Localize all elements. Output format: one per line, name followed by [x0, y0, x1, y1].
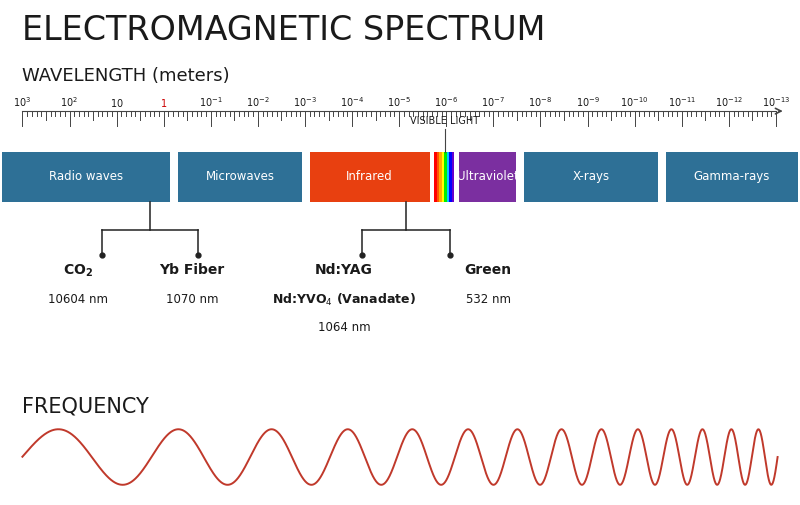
- Bar: [439, 152, 442, 202]
- Text: WAVELENGTH (meters): WAVELENGTH (meters): [22, 67, 230, 85]
- Text: 10604 nm: 10604 nm: [49, 293, 109, 306]
- Text: $10^{-7}$: $10^{-7}$: [482, 95, 506, 109]
- Bar: [452, 152, 454, 202]
- Text: $10^{-6}$: $10^{-6}$: [434, 95, 458, 109]
- Text: Microwaves: Microwaves: [206, 170, 274, 183]
- Text: Nd:YVO$_4$ (Vanadate): Nd:YVO$_4$ (Vanadate): [272, 292, 416, 308]
- Bar: [524, 152, 658, 202]
- Bar: [447, 152, 450, 202]
- Text: VISIBLE LIGHT: VISIBLE LIGHT: [410, 116, 479, 126]
- Text: Nd:YAG: Nd:YAG: [315, 263, 373, 277]
- Text: $10^{-2}$: $10^{-2}$: [246, 95, 270, 109]
- Bar: [2, 152, 170, 202]
- Bar: [445, 152, 447, 202]
- Bar: [310, 152, 430, 202]
- Text: Radio waves: Radio waves: [49, 170, 123, 183]
- Text: $10^{-9}$: $10^{-9}$: [576, 95, 599, 109]
- Text: Ultraviolet: Ultraviolet: [457, 170, 518, 183]
- Text: $10^{-8}$: $10^{-8}$: [529, 95, 553, 109]
- Bar: [459, 152, 516, 202]
- Text: Yb Fiber: Yb Fiber: [159, 263, 225, 277]
- Text: $10^{-11}$: $10^{-11}$: [668, 95, 696, 109]
- Bar: [434, 152, 437, 202]
- Text: FREQUENCY: FREQUENCY: [22, 396, 150, 417]
- Text: $10^{-3}$: $10^{-3}$: [293, 95, 317, 109]
- Text: $10$: $10$: [110, 96, 123, 109]
- Bar: [178, 152, 302, 202]
- Text: 1064 nm: 1064 nm: [318, 321, 370, 334]
- Bar: [437, 152, 439, 202]
- Text: $10^{2}$: $10^{2}$: [61, 95, 78, 109]
- Bar: [450, 152, 452, 202]
- Text: $1$: $1$: [160, 96, 167, 109]
- Text: $10^{-10}$: $10^{-10}$: [621, 95, 649, 109]
- Text: 532 nm: 532 nm: [466, 293, 510, 306]
- Text: $10^{-12}$: $10^{-12}$: [715, 95, 743, 109]
- Text: $10^{3}$: $10^{3}$: [14, 95, 31, 109]
- Bar: [442, 152, 445, 202]
- Text: $10^{-13}$: $10^{-13}$: [762, 95, 790, 109]
- Text: $10^{-1}$: $10^{-1}$: [199, 95, 222, 109]
- Text: $\bf{CO_2}$: $\bf{CO_2}$: [63, 263, 94, 279]
- Bar: [666, 152, 798, 202]
- Text: 1070 nm: 1070 nm: [166, 293, 218, 306]
- Text: Green: Green: [465, 263, 511, 277]
- Text: Gamma-rays: Gamma-rays: [694, 170, 770, 183]
- Text: ELECTROMAGNETIC SPECTRUM: ELECTROMAGNETIC SPECTRUM: [22, 14, 546, 47]
- Text: Infrared: Infrared: [346, 170, 393, 183]
- Text: X-rays: X-rays: [573, 170, 610, 183]
- Text: $10^{-4}$: $10^{-4}$: [340, 95, 364, 109]
- Text: $10^{-5}$: $10^{-5}$: [387, 95, 411, 109]
